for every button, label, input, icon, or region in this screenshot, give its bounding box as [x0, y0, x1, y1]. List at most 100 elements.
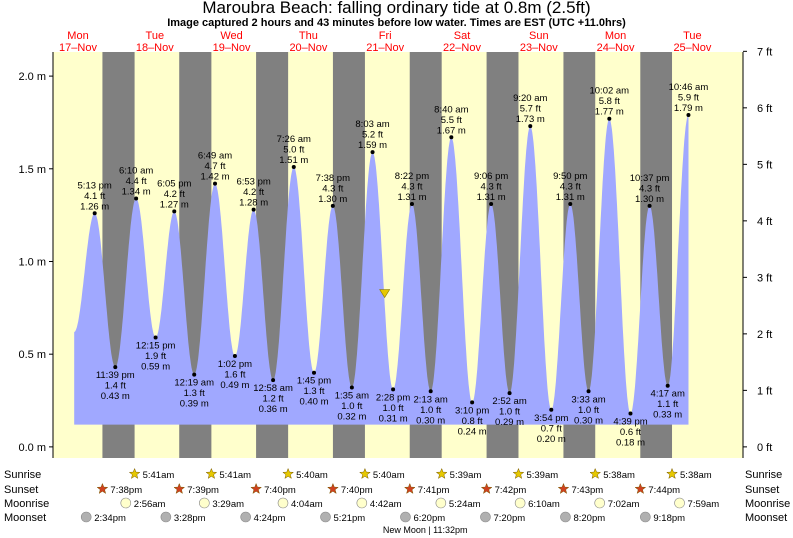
high-tide-point — [686, 113, 691, 118]
sunset-time: 7:42pm — [495, 485, 527, 496]
high-tide-point — [330, 203, 335, 208]
sunset-icon — [634, 482, 647, 494]
high-tide-point — [647, 203, 652, 208]
day-date-label: 19–Nov — [213, 42, 251, 54]
low-tide-point — [312, 370, 316, 375]
row-label-right-moonset: Moonset — [745, 512, 787, 524]
moonrise-icon — [277, 497, 289, 509]
high-tide-point — [607, 116, 612, 121]
low-tide-label: 1.4 ft — [105, 381, 126, 392]
low-tide-label: 1.1 ft — [657, 399, 678, 410]
high-tide-label: 1.59 m — [358, 140, 387, 151]
high-tide-label: 8:03 am — [355, 119, 389, 130]
sunrise-time: 5:40am — [373, 470, 405, 481]
sunrise-time: 5:40am — [296, 470, 328, 481]
moonrise-time: 2:56am — [134, 499, 166, 510]
high-tide-label: 5:13 pm — [78, 180, 112, 191]
high-tide-label: 5.5 ft — [441, 115, 462, 126]
high-tide-point — [489, 202, 494, 207]
day-date-label: 24–Nov — [597, 42, 635, 54]
low-tide-label: 1:02 pm — [218, 359, 252, 370]
moonset-icon — [320, 511, 331, 523]
moonrise-time: 4:42am — [370, 499, 402, 510]
sunset-icon — [327, 482, 339, 494]
high-tide-label: 8:22 pm — [395, 171, 429, 182]
current-tide-marker — [379, 289, 391, 299]
sunrise-time: 5:39am — [526, 470, 558, 481]
high-tide-label: 5.8 ft — [599, 96, 620, 107]
low-tide-label: 1.0 ft — [341, 401, 362, 412]
low-tide-label: 12:19 am — [174, 378, 214, 389]
moonrise-time: 7:59am — [688, 499, 720, 510]
sunset-icon — [403, 482, 416, 494]
moon-phase-label: New Moon | 11:32pm — [383, 525, 468, 535]
low-tide-label: 1:45 pm — [297, 376, 331, 387]
high-tide-label: 9:20 am — [513, 93, 547, 104]
high-tide-point — [172, 209, 177, 214]
low-tide-label: 0.40 m — [299, 397, 328, 408]
high-tide-label: 1.42 m — [200, 172, 229, 183]
high-tide-label: 1.31 m — [477, 192, 506, 203]
high-tide-label: 1.30 m — [635, 194, 664, 205]
high-tide-label: 7:26 am — [277, 134, 311, 145]
chart-title: Maroubra Beach: falling ordinary tide at… — [202, 0, 591, 17]
high-tide-label: 4.7 ft — [204, 161, 225, 172]
moonrise-time: 5:24am — [449, 499, 481, 510]
sunset-icon — [250, 482, 263, 494]
high-tide-label: 1.73 m — [516, 114, 545, 125]
moonrise-time: 7:02am — [608, 499, 640, 510]
day-weekday-label: Mon — [605, 30, 626, 42]
moonrise-icon — [674, 497, 685, 509]
low-tide-point — [349, 385, 354, 390]
sunrise-icon — [128, 467, 141, 479]
sunset-time: 7:40pm — [264, 485, 296, 496]
day-date-label: 25–Nov — [673, 42, 711, 54]
low-tide-label: 2:28 pm — [376, 392, 410, 403]
moonrise-icon — [120, 497, 132, 509]
low-tide-label: 0.49 m — [220, 380, 249, 391]
day-date-label: 22–Nov — [443, 42, 481, 54]
high-tide-point — [291, 164, 296, 169]
high-tide-label: 6:05 pm — [157, 178, 191, 189]
low-tide-label: 3:10 pm — [455, 405, 489, 416]
low-tide-label: 0.18 m — [616, 438, 645, 449]
low-tide-label: 0.36 m — [259, 404, 288, 415]
day-date-label: 21–Nov — [366, 42, 404, 54]
sunset-time: 7:41pm — [418, 485, 450, 496]
moonrise-icon — [514, 497, 526, 509]
low-tide-point — [470, 400, 475, 405]
low-tide-point — [113, 365, 118, 370]
low-tide-point — [232, 354, 237, 359]
high-tide-label: 6:10 am — [119, 165, 153, 176]
high-tide-label: 4.2 ft — [243, 187, 264, 198]
high-tide-point — [134, 196, 139, 201]
low-tide-label: 1.3 ft — [303, 386, 324, 397]
high-tide-label: 6:49 am — [198, 151, 232, 162]
high-tide-point — [409, 202, 414, 207]
sunrise-icon — [512, 467, 525, 479]
day-date-label: 23–Nov — [520, 42, 558, 54]
sunrise-time: 5:39am — [450, 470, 482, 481]
right-tick-label: 3 ft — [757, 272, 772, 284]
sunrise-time: 5:41am — [219, 470, 251, 481]
moonset-time: 3:28pm — [174, 513, 206, 524]
moonrise-time: 4:04am — [291, 499, 323, 510]
high-tide-label: 1.31 m — [397, 192, 426, 203]
low-tide-label: 4:39 pm — [613, 417, 647, 428]
low-tide-label: 1.9 ft — [145, 351, 166, 362]
high-tide-point — [528, 124, 533, 129]
moonset-icon — [560, 511, 571, 523]
right-tick-label: 4 ft — [757, 216, 772, 228]
day-labels: Mon17–NovTue18–NovWed19–NovThu20–NovFri2… — [59, 30, 712, 54]
low-tide-label: 1.0 ft — [383, 403, 404, 414]
left-tick-label: 1.0 m — [18, 256, 46, 268]
sunset-time: 7:38pm — [110, 485, 142, 496]
sunrise-time: 5:38am — [680, 470, 712, 481]
low-tide-point — [192, 372, 197, 377]
low-tide-label: 2:52 am — [492, 396, 526, 407]
high-tide-point — [449, 135, 454, 140]
sunset-time: 7:44pm — [648, 485, 680, 496]
low-tide-label: 1:35 am — [335, 391, 369, 402]
moonset-time: 5:21pm — [334, 513, 366, 524]
right-tick-label: 1 ft — [757, 385, 772, 397]
